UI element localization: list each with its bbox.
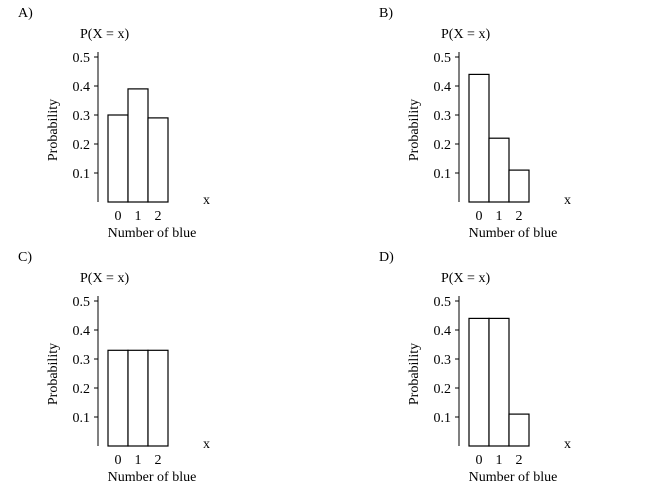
y-axis-title: Probability [46,99,61,161]
y-axis-title: Probability [46,343,61,405]
x-axis-title: Number of blue [469,470,558,485]
x-tick-label: 2 [155,209,162,224]
x-variable-label: x [203,437,210,452]
panel-label: B) [379,6,393,21]
bar [488,137,510,203]
y-tick-label: 0.3 [434,353,452,368]
y-axis-title: Probability [407,343,422,405]
panel-label: D) [379,250,394,265]
y-tick-label: 0.3 [73,109,91,124]
chart-title: P(X = x) [441,27,490,42]
y-tick-label: 0.4 [434,324,452,339]
bar [147,349,169,447]
chart-panel-b: B) P(X = x) 0.1 0.2 0.3 0.4 0.5 0 1 2 x Number of b… [379,6,571,241]
x-tick-label: 1 [135,453,142,468]
y-tick-label: 0.5 [434,295,452,310]
y-tick-label: 0.1 [73,411,91,426]
bar [127,88,149,203]
y-tick-label: 0.3 [434,109,452,124]
bar [127,349,149,447]
y-tick-label: 0.2 [73,382,91,397]
x-axis-title: Number of blue [108,470,197,485]
chart-title: P(X = x) [441,271,490,286]
x-axis-title: Number of blue [469,226,558,241]
x-tick-label: 0 [476,209,483,224]
x-tick-label: 0 [476,453,483,468]
y-tick-label: 0.1 [434,411,452,426]
bar [508,169,530,203]
bar [107,114,129,203]
bar [508,413,530,447]
bar [468,317,490,447]
y-tick-label: 0.4 [434,80,452,95]
x-tick-label: 1 [496,209,503,224]
y-tick-label: 0.2 [434,138,452,153]
chart-panel-c: C) P(X = x) 0.1 0.2 0.3 0.4 0.5 0 1 2 x Number of b… [18,250,210,485]
chart-title: P(X = x) [80,27,129,42]
chart-title: P(X = x) [80,271,129,286]
x-variable-label: x [564,437,571,452]
y-tick-label: 0.4 [73,80,91,95]
panel-label: A) [18,6,33,21]
panel-label: C) [18,250,32,265]
chart-panel-a: A) P(X = x) 0.1 0.2 0.3 0.4 0.5 0 1 2 x Number of b… [18,6,210,241]
y-tick-label: 0.1 [434,167,452,182]
bar [488,317,510,447]
bar [107,349,129,447]
y-tick-label: 0.1 [73,167,91,182]
x-tick-label: 0 [115,453,122,468]
y-tick-label: 0.5 [73,295,91,310]
x-tick-label: 2 [516,209,523,224]
x-tick-label: 0 [115,209,122,224]
x-axis-title: Number of blue [108,226,197,241]
x-tick-label: 2 [516,453,523,468]
x-tick-label: 1 [496,453,503,468]
x-variable-label: x [203,193,210,208]
bar [468,73,490,203]
x-tick-label: 2 [155,453,162,468]
chart-panel-d: D) P(X = x) 0.1 0.2 0.3 0.4 0.5 0 1 2 x Number of b… [379,250,571,485]
bar [147,117,169,203]
y-tick-label: 0.2 [434,382,452,397]
y-tick-label: 0.2 [73,138,91,153]
y-tick-label: 0.3 [73,353,91,368]
y-axis-title: Probability [407,99,422,161]
x-variable-label: x [564,193,571,208]
y-tick-label: 0.5 [434,51,452,66]
y-tick-label: 0.4 [73,324,91,339]
x-tick-label: 1 [135,209,142,224]
y-tick-label: 0.5 [73,51,91,66]
